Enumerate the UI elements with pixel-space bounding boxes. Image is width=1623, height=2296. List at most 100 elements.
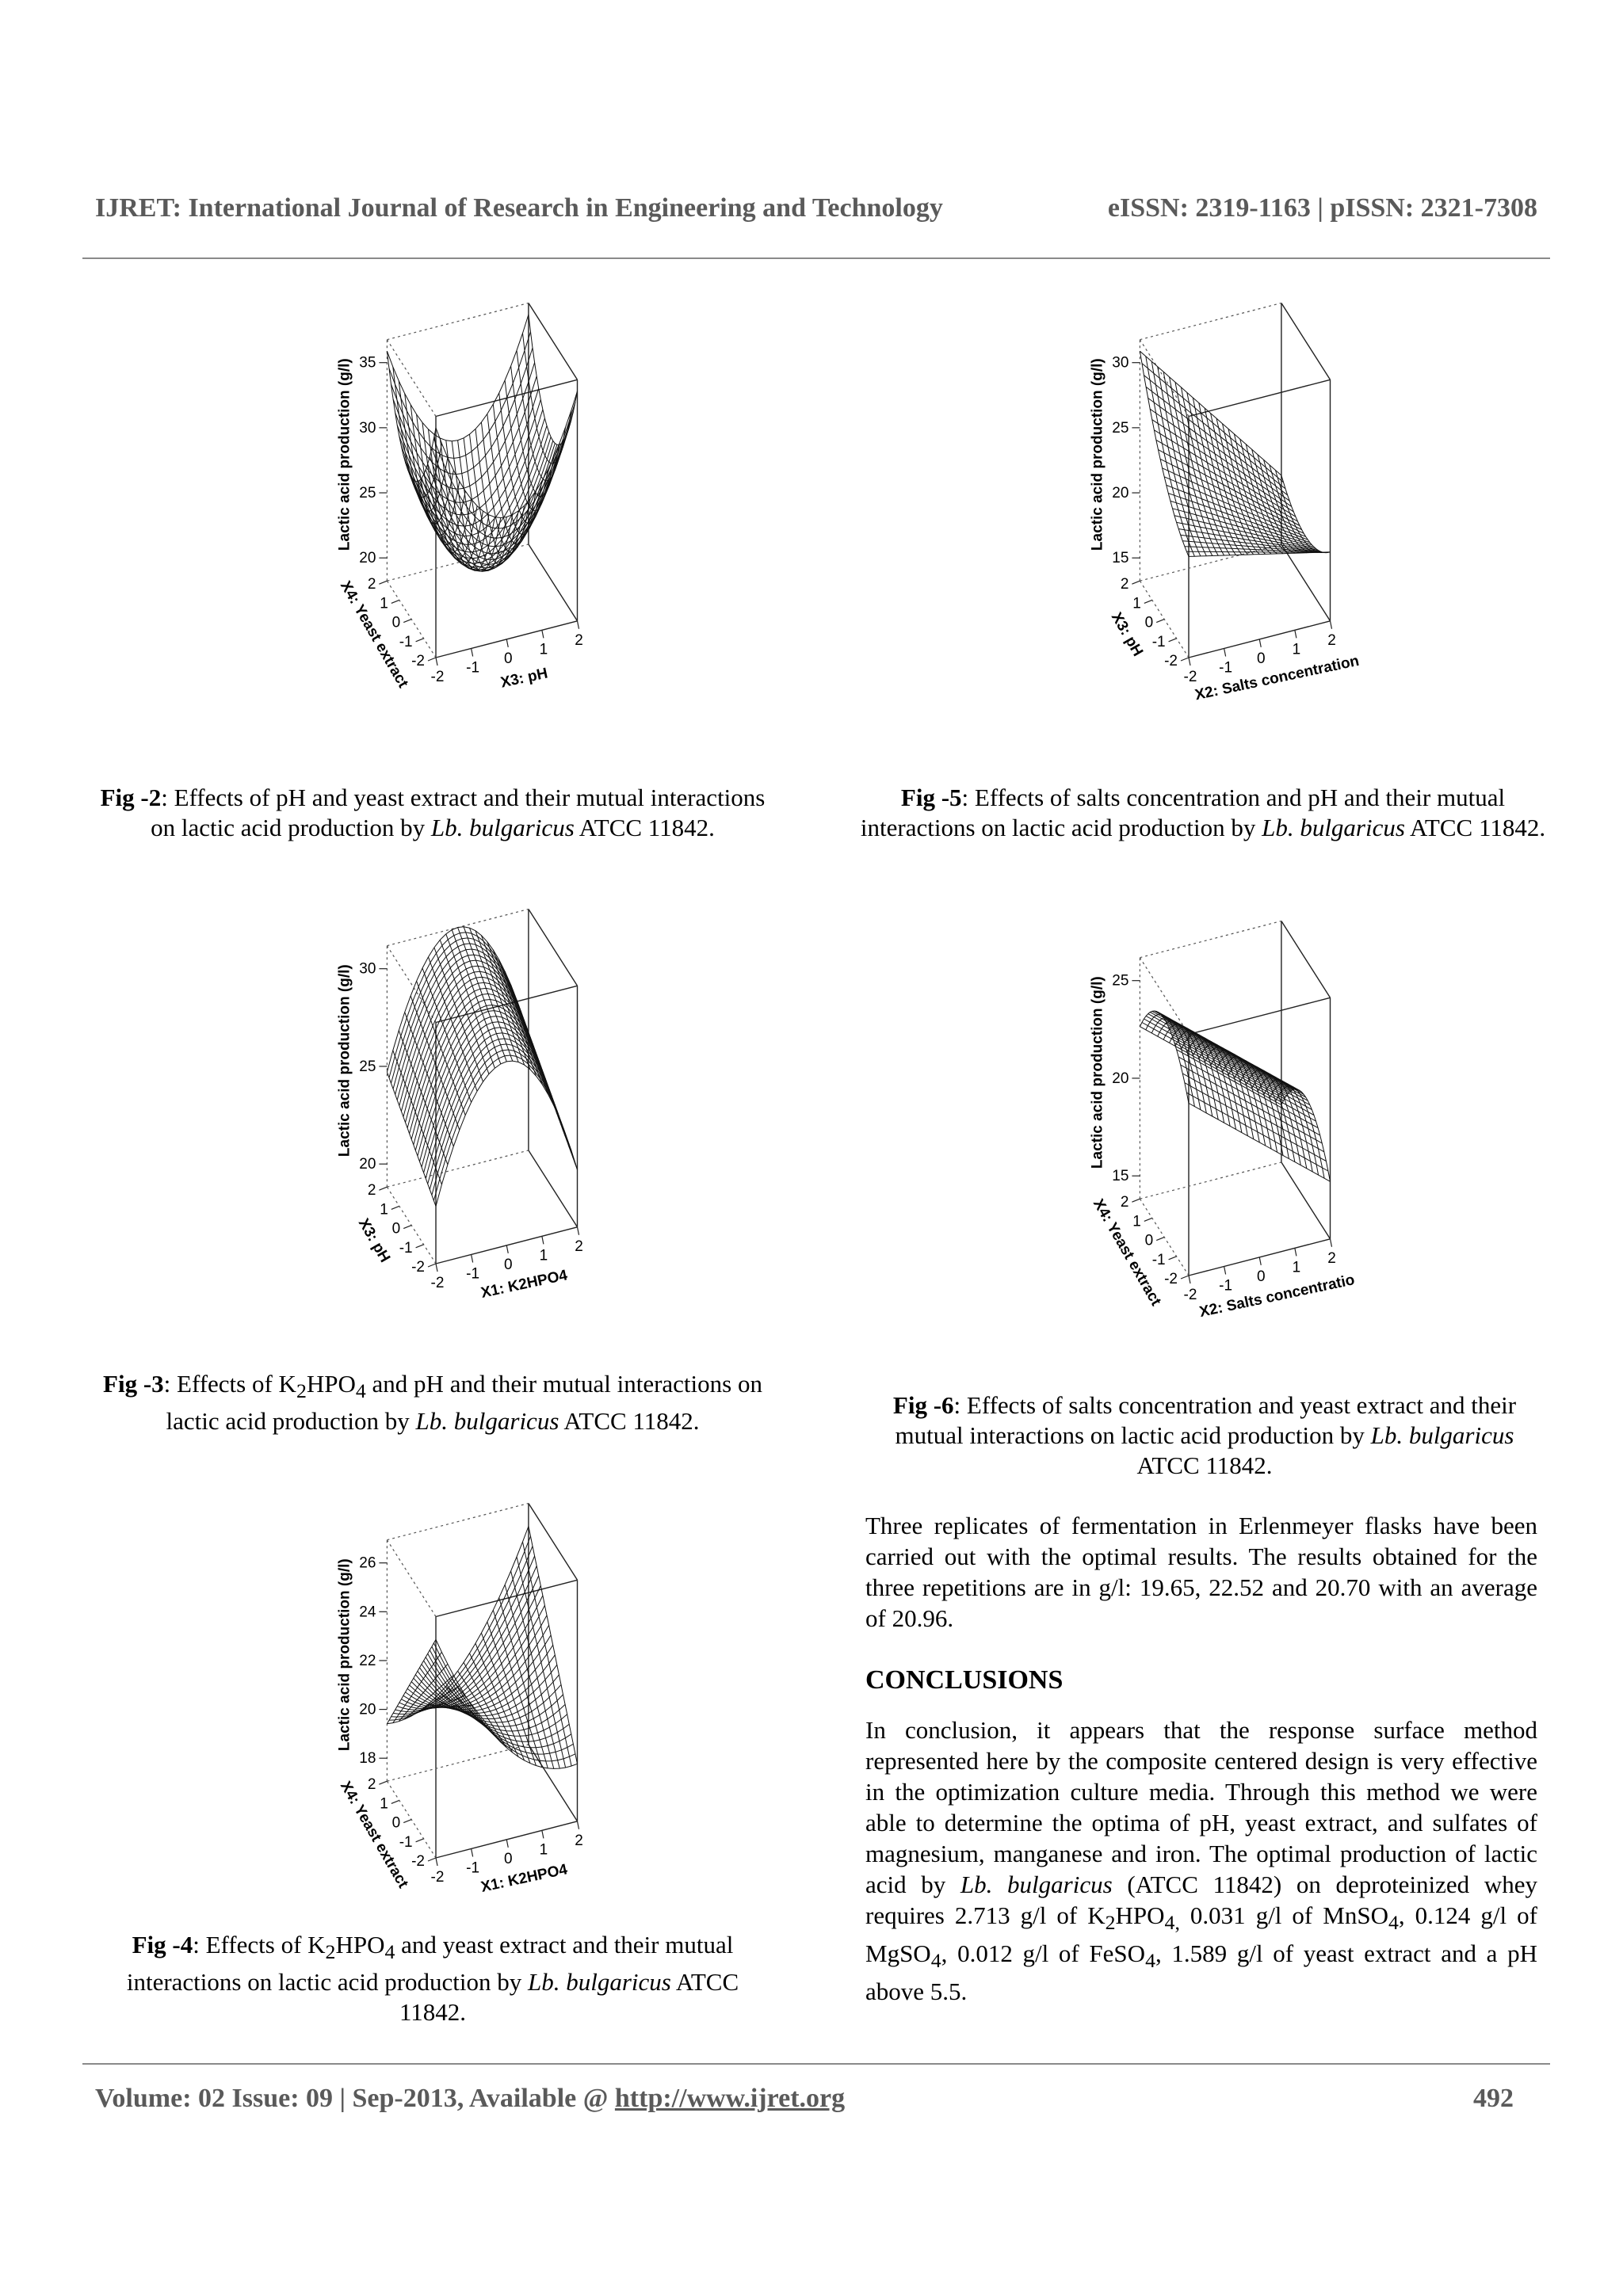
y-tick-label: 2 xyxy=(1121,1194,1129,1211)
z-tick-label: 18 xyxy=(359,1750,376,1767)
x-axis-label: X3: pH xyxy=(499,666,549,692)
z-tick-label: 24 xyxy=(359,1604,376,1620)
x-tick-label: 0 xyxy=(504,1257,513,1273)
y-tick-label: 0 xyxy=(1145,1233,1154,1249)
z-tick-label: 30 xyxy=(359,420,376,437)
y-tick-label: 0 xyxy=(392,1221,401,1238)
z-tick-label: 20 xyxy=(359,550,376,566)
y-tick-label: -2 xyxy=(1164,653,1178,669)
x-tick-label: 1 xyxy=(1293,641,1301,658)
x-tick-label: -2 xyxy=(431,1275,445,1291)
x-tick-label: -1 xyxy=(466,1265,479,1282)
figure-5-caption: Fig -5: Effects of salts concentration a… xyxy=(860,784,1546,841)
y-tick-label: -1 xyxy=(1152,634,1166,650)
z-axis-label: Lactic acid production (g/l) xyxy=(336,964,353,1157)
x-tick-label: 0 xyxy=(504,650,513,667)
journal-title: IJRET: International Journal of Research… xyxy=(95,193,943,223)
y-axis-label: X3: pH xyxy=(1108,610,1146,660)
plot-box xyxy=(1139,302,1331,658)
x-tick-label: 1 xyxy=(540,1247,548,1264)
plot-box xyxy=(1139,920,1331,1276)
z-tick-label: 30 xyxy=(359,961,376,978)
z-axis-label: Lactic acid production (g/l) xyxy=(336,1558,353,1751)
x-axis-label: X1: K2HPO4 xyxy=(479,1861,569,1896)
x-tick-label: -2 xyxy=(1184,669,1197,685)
y-tick-label: 0 xyxy=(1145,615,1154,631)
z-tick-label: 25 xyxy=(359,485,376,502)
x-tick-label: 1 xyxy=(540,1841,548,1858)
x-tick-label: 0 xyxy=(504,1851,513,1867)
replicates-paragraph: Three replicates of fermentation in Erle… xyxy=(865,1512,1537,1632)
z-tick-label: 26 xyxy=(359,1555,376,1572)
x-tick-label: 2 xyxy=(575,632,583,649)
x-tick-label: 2 xyxy=(1327,632,1336,649)
figure-2-plot: 20 25 30 35 -2 -1 0 1 2 -2 -1 0 1 2 Lactic acid produc… xyxy=(214,301,658,745)
y-tick-label: 1 xyxy=(380,1795,388,1812)
y-tick-label: 2 xyxy=(368,576,376,593)
header-divider xyxy=(82,257,1550,259)
page-footer: Volume: 02 Issue: 09 | Sep-2013, Availab… xyxy=(95,2084,1514,2114)
figure-4-plot: 18 20 22 24 26 -2 -1 0 1 2 -2 -1 0 1 2 Lactic acid prod… xyxy=(214,1501,658,1945)
y-tick-label: 2 xyxy=(1121,576,1129,593)
x-tick-label: 1 xyxy=(540,641,548,658)
x-tick-label: -1 xyxy=(1219,1277,1232,1294)
y-tick-label: 1 xyxy=(1132,595,1141,612)
figure-3-plot: 20 25 30 -2 -1 0 1 2 -2 -1 0 1 2 Lactic acid producti… xyxy=(214,907,658,1351)
y-tick-label: 2 xyxy=(368,1182,376,1199)
footer-divider xyxy=(82,2063,1550,2065)
z-tick-label: 25 xyxy=(1112,420,1128,437)
z-tick-label: 20 xyxy=(359,1156,376,1173)
conclusions-heading: CONCLUSIONS xyxy=(865,1665,1064,1695)
z-tick-label: 30 xyxy=(1112,355,1128,372)
x-tick-label: -1 xyxy=(1219,659,1232,676)
z-tick-label: 20 xyxy=(1112,485,1128,502)
x-tick-label: 2 xyxy=(575,1238,583,1255)
footer-volume: Volume: 02 Issue: 09 | Sep-2013, Availab… xyxy=(95,2084,615,2113)
x-tick-label: 1 xyxy=(1293,1259,1301,1276)
z-tick-label: 25 xyxy=(1112,973,1128,990)
x-tick-label: 2 xyxy=(575,1833,583,1849)
journal-link[interactable]: http://www.ijret.org xyxy=(614,2084,846,2113)
z-axis-label: Lactic acid production (g/l) xyxy=(336,358,353,551)
z-tick-label: 25 xyxy=(359,1058,376,1075)
x-tick-label: 0 xyxy=(1257,1268,1266,1285)
x-axis-label: X1: K2HPO4 xyxy=(479,1267,569,1302)
z-tick-label: 20 xyxy=(359,1702,376,1718)
plot-box xyxy=(386,302,579,658)
y-tick-label: 1 xyxy=(380,595,388,612)
response-surface-mesh xyxy=(386,314,578,572)
response-surface-mesh xyxy=(1139,1010,1331,1182)
y-tick-label: 0 xyxy=(392,615,401,631)
x-tick-label: -2 xyxy=(431,1869,445,1886)
x-tick-label: -2 xyxy=(431,669,445,685)
y-tick-label: -2 xyxy=(1164,1271,1178,1287)
y-tick-label: -1 xyxy=(399,1834,413,1851)
response-surface-mesh xyxy=(386,1526,578,1769)
x-tick-label: 2 xyxy=(1327,1250,1336,1267)
z-tick-label: 15 xyxy=(1112,1168,1128,1184)
figure-2-caption: Fig -2: Effects of pH and yeast extract … xyxy=(100,784,766,841)
y-tick-label: -2 xyxy=(411,653,425,669)
figure-4-caption: Fig -4: Effects of K2HPO4 and yeast extr… xyxy=(126,1931,739,2027)
y-tick-label: -1 xyxy=(399,1240,413,1257)
y-tick-label: 2 xyxy=(368,1776,376,1793)
z-tick-label: 22 xyxy=(359,1653,376,1669)
z-tick-label: 15 xyxy=(1112,550,1128,566)
y-tick-label: 0 xyxy=(392,1815,401,1832)
z-axis-label: Lactic acid production (g/l) xyxy=(1089,976,1106,1169)
conclusions-paragraph: In conclusion, it appears that the respo… xyxy=(865,1716,1537,2006)
x-tick-label: -1 xyxy=(466,659,479,676)
response-surface-mesh xyxy=(386,926,578,1207)
x-tick-label: 0 xyxy=(1257,650,1266,667)
y-tick-label: -1 xyxy=(399,634,413,650)
x-tick-label: -2 xyxy=(1184,1287,1197,1303)
y-tick-label: -2 xyxy=(411,1259,425,1276)
issn-line: eISSN: 2319-1163 | pISSN: 2321-7308 xyxy=(1107,193,1537,223)
x-tick-label: -1 xyxy=(466,1859,479,1876)
figure-6-plot: 15 20 25 -2 -1 0 1 2 -2 -1 0 1 2 Lactic acid producti… xyxy=(967,919,1411,1363)
z-axis-label: Lactic acid production (g/l) xyxy=(1089,358,1106,551)
figure-5-plot: 15 20 25 30 -2 -1 0 1 2 -2 -1 0 1 2 Lactic acid produc… xyxy=(967,301,1411,745)
y-tick-label: 1 xyxy=(1132,1213,1141,1230)
y-tick-label: -2 xyxy=(411,1853,425,1870)
y-tick-label: 1 xyxy=(380,1201,388,1218)
